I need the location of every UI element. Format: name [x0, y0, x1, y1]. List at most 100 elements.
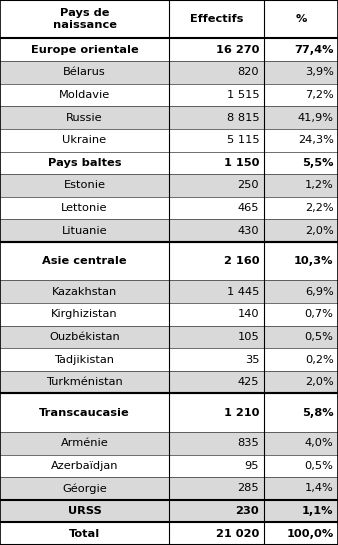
Bar	[169, 84, 264, 106]
Text: Lettonie: Lettonie	[61, 203, 108, 213]
Bar	[169, 219, 264, 242]
Bar	[169, 39, 264, 61]
Bar	[169, 129, 264, 152]
Text: 8 815: 8 815	[226, 113, 259, 123]
Bar	[169, 281, 264, 303]
Bar	[0, 500, 169, 523]
Text: 5 115: 5 115	[226, 135, 259, 145]
Text: 2,0%: 2,0%	[305, 377, 334, 387]
Text: Turkménistan: Turkménistan	[46, 377, 123, 387]
Text: 430: 430	[238, 226, 259, 235]
Text: 100,0%: 100,0%	[286, 529, 334, 538]
Bar	[169, 500, 264, 523]
Text: 10,3%: 10,3%	[294, 256, 334, 266]
Bar	[169, 61, 264, 84]
Text: Russie: Russie	[66, 113, 103, 123]
Text: 4,0%: 4,0%	[305, 438, 334, 448]
Text: 77,4%: 77,4%	[294, 45, 334, 55]
Text: 35: 35	[245, 355, 259, 365]
Text: Estonie: Estonie	[64, 180, 105, 190]
Text: 1 210: 1 210	[224, 408, 259, 417]
Bar	[169, 106, 264, 129]
Bar	[264, 281, 338, 303]
Bar	[264, 152, 338, 174]
Text: 0,2%: 0,2%	[305, 355, 334, 365]
Bar	[0, 219, 169, 242]
Text: 1,2%: 1,2%	[305, 180, 334, 190]
Bar	[169, 348, 264, 371]
Bar	[264, 39, 338, 61]
Text: 7,2%: 7,2%	[305, 90, 334, 100]
Bar	[169, 432, 264, 455]
Text: Moldavie: Moldavie	[59, 90, 110, 100]
Text: Tadjikistan: Tadjikistan	[54, 355, 115, 365]
Text: %: %	[295, 14, 307, 24]
Bar	[0, 455, 169, 477]
Bar	[264, 219, 338, 242]
Bar	[264, 129, 338, 152]
Bar	[264, 348, 338, 371]
Text: Azerbaïdjan: Azerbaïdjan	[51, 461, 118, 471]
Bar	[169, 303, 264, 326]
Text: 250: 250	[238, 180, 259, 190]
Text: 2 160: 2 160	[224, 256, 259, 266]
Bar	[169, 174, 264, 197]
Bar	[0, 174, 169, 197]
Text: 1 445: 1 445	[227, 287, 259, 296]
Text: Ouzbékistan: Ouzbékistan	[49, 332, 120, 342]
Bar	[0, 393, 169, 432]
Bar	[0, 432, 169, 455]
Bar	[264, 61, 338, 84]
Bar	[169, 455, 264, 477]
Bar	[264, 174, 338, 197]
Bar	[264, 371, 338, 393]
Bar	[169, 197, 264, 219]
Bar	[0, 281, 169, 303]
Text: Transcaucasie: Transcaucasie	[39, 408, 130, 417]
Text: 0,5%: 0,5%	[305, 332, 334, 342]
Bar	[0, 129, 169, 152]
Bar	[0, 61, 169, 84]
Bar	[264, 303, 338, 326]
Bar	[0, 477, 169, 500]
Bar	[0, 84, 169, 106]
Text: Ukraine: Ukraine	[63, 135, 106, 145]
Text: 1,1%: 1,1%	[302, 506, 334, 516]
Text: URSS: URSS	[68, 506, 101, 516]
Text: Kirghizistan: Kirghizistan	[51, 310, 118, 319]
Text: 425: 425	[238, 377, 259, 387]
Text: Europe orientale: Europe orientale	[31, 45, 138, 55]
Text: 0,5%: 0,5%	[305, 461, 334, 471]
Bar	[169, 393, 264, 432]
Bar	[0, 348, 169, 371]
Text: Bélarus: Bélarus	[63, 68, 106, 77]
Text: 21 020: 21 020	[216, 529, 259, 538]
Text: 285: 285	[238, 483, 259, 493]
Bar	[0, 197, 169, 219]
Text: 0,7%: 0,7%	[305, 310, 334, 319]
Bar	[264, 0, 338, 39]
Bar	[264, 500, 338, 523]
Text: Effectifs: Effectifs	[190, 14, 243, 24]
Text: Pays de
naissance: Pays de naissance	[52, 8, 117, 30]
Bar	[0, 303, 169, 326]
Text: 1 150: 1 150	[224, 158, 259, 168]
Text: 6,9%: 6,9%	[305, 287, 334, 296]
Text: 2,0%: 2,0%	[305, 226, 334, 235]
Bar	[0, 106, 169, 129]
Text: 1,4%: 1,4%	[305, 483, 334, 493]
Bar	[0, 326, 169, 348]
Bar	[0, 0, 169, 39]
Bar	[0, 39, 169, 61]
Bar	[169, 477, 264, 500]
Bar	[169, 152, 264, 174]
Bar	[0, 242, 169, 281]
Bar	[264, 106, 338, 129]
Bar	[169, 371, 264, 393]
Text: Kazakhstan: Kazakhstan	[52, 287, 117, 296]
Bar	[264, 455, 338, 477]
Bar	[264, 84, 338, 106]
Text: 105: 105	[238, 332, 259, 342]
Bar	[264, 523, 338, 545]
Text: Total: Total	[69, 529, 100, 538]
